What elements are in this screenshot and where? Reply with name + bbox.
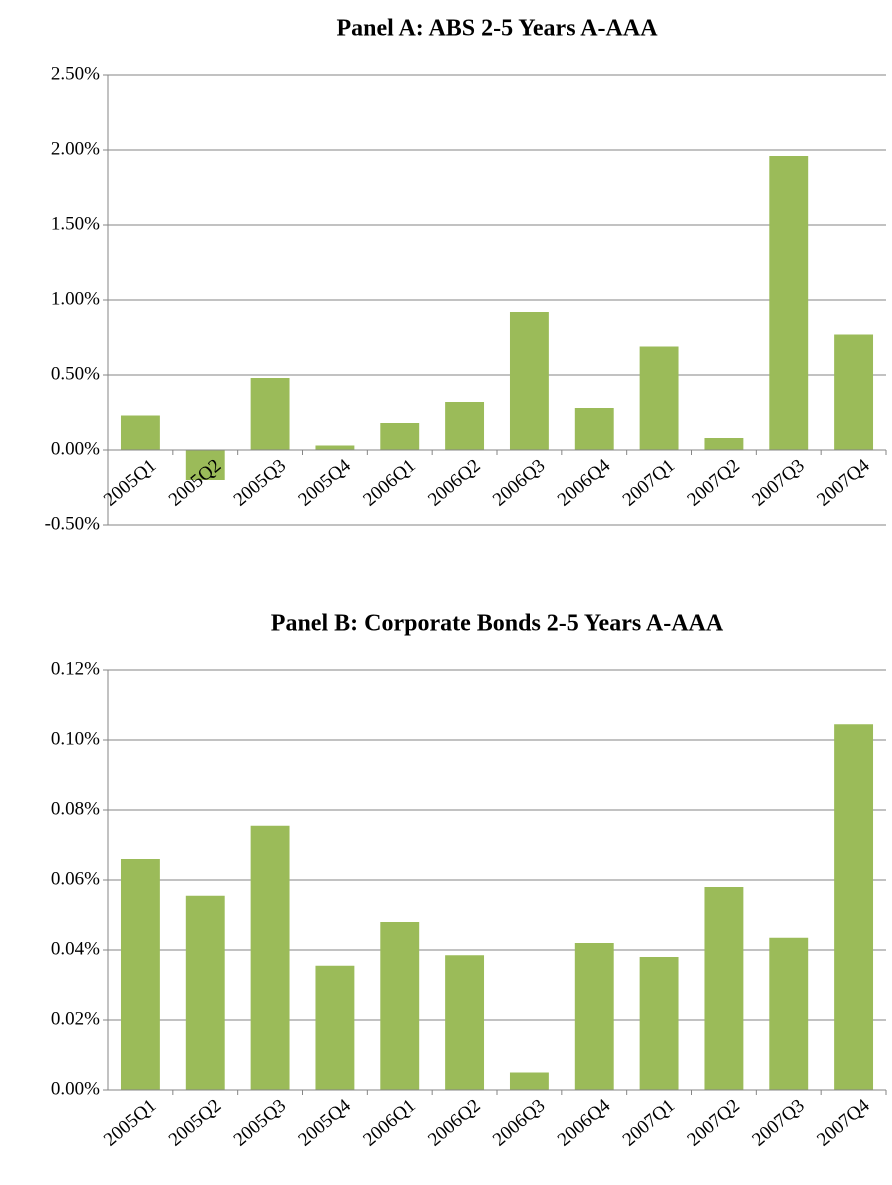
y-tick-label: 0.04% (51, 938, 100, 959)
x-tick-label: 2006Q3 (489, 455, 549, 510)
y-tick-label: 0.50% (51, 363, 100, 384)
y-tick-label: 0.10% (51, 728, 100, 749)
y-tick-label: -0.50% (45, 513, 101, 534)
x-tick-label: 2005Q1 (100, 455, 160, 510)
bar (315, 445, 355, 450)
y-tick-label: 0.00% (51, 438, 100, 459)
x-tick-label: 2007Q3 (748, 455, 808, 510)
y-tick-label: 1.00% (51, 288, 100, 309)
x-tick-label: 2005Q3 (230, 1095, 290, 1150)
x-tick-label: 2007Q2 (684, 1095, 744, 1150)
y-tick-label: 0.08% (51, 798, 100, 819)
x-tick-label: 2005Q4 (295, 1095, 356, 1151)
bar (574, 943, 614, 1090)
chart-title: Panel A: ABS 2-5 Years A-AAA (336, 16, 658, 42)
x-tick-label: 2007Q1 (619, 1095, 679, 1150)
bar (509, 1072, 549, 1090)
bar (120, 859, 160, 1090)
y-tick-label: 0.12% (51, 658, 100, 679)
bar (769, 156, 809, 450)
bar (834, 334, 874, 450)
bar (769, 937, 809, 1090)
bar (120, 415, 160, 450)
x-tick-label: 2007Q1 (619, 455, 679, 510)
x-tick-label: 2006Q2 (424, 455, 484, 510)
bar (834, 724, 874, 1090)
bar (445, 402, 485, 450)
x-tick-label: 2005Q2 (165, 1095, 225, 1150)
y-tick-label: 0.06% (51, 868, 100, 889)
bar (185, 450, 225, 480)
x-tick-label: 2005Q3 (230, 455, 290, 510)
chart-title: Panel B: Corporate Bonds 2-5 Years A-AAA (271, 611, 724, 637)
x-tick-label: 2007Q4 (813, 455, 874, 511)
bar (639, 346, 679, 450)
bar (250, 825, 290, 1090)
bar (250, 378, 290, 450)
x-tick-label: 2006Q4 (554, 1095, 615, 1151)
x-tick-label: 2007Q3 (748, 1095, 808, 1150)
bar (445, 955, 485, 1090)
x-tick-label: 2005Q1 (100, 1095, 160, 1150)
x-tick-label: 2007Q4 (813, 1095, 874, 1151)
bar (380, 922, 420, 1090)
bar (185, 895, 225, 1090)
y-tick-label: 1.50% (51, 213, 100, 234)
bar (704, 438, 744, 450)
bar (509, 312, 549, 450)
x-tick-label: 2006Q1 (359, 1095, 419, 1150)
bar (380, 423, 420, 450)
y-tick-label: 0.02% (51, 1008, 100, 1029)
x-tick-label: 2006Q1 (359, 455, 419, 510)
bar (574, 408, 614, 450)
x-tick-label: 2006Q3 (489, 1095, 549, 1150)
bar (315, 965, 355, 1090)
x-tick-label: 2006Q4 (554, 455, 615, 511)
x-tick-label: 2005Q4 (295, 455, 356, 511)
x-tick-label: 2006Q2 (424, 1095, 484, 1150)
y-tick-label: 0.00% (51, 1078, 100, 1099)
bar (639, 957, 679, 1090)
y-tick-label: 2.50% (51, 63, 100, 84)
y-tick-label: 2.00% (51, 138, 100, 159)
x-tick-label: 2007Q2 (684, 455, 744, 510)
bar (704, 887, 744, 1090)
